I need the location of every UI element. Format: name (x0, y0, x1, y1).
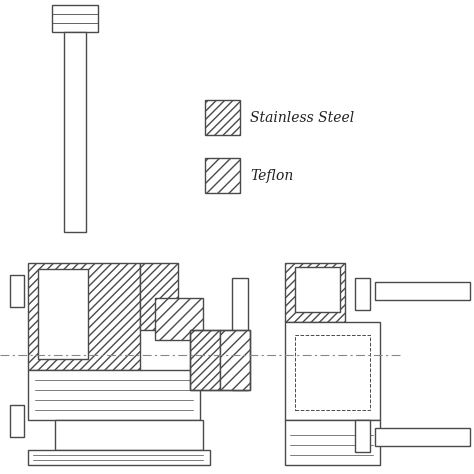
Bar (28, 263, 140, 370)
Bar (285, 263, 345, 322)
Bar (155, 298, 203, 340)
Bar (295, 267, 340, 312)
Bar (375, 428, 470, 446)
Bar (28, 450, 210, 465)
Text: Teflon: Teflon (250, 168, 293, 182)
Bar (355, 420, 370, 452)
Bar (52, 5, 98, 32)
Bar (232, 278, 248, 390)
Bar (295, 335, 370, 410)
Bar (10, 405, 24, 437)
Bar (38, 269, 88, 359)
Bar (220, 330, 250, 390)
Bar (28, 370, 200, 420)
Bar (190, 330, 220, 390)
Text: Stainless Steel: Stainless Steel (250, 110, 354, 125)
Bar (375, 282, 470, 300)
Bar (355, 278, 370, 310)
Bar (205, 100, 240, 135)
Bar (10, 275, 24, 307)
Bar (285, 420, 380, 465)
Bar (140, 263, 178, 330)
Bar (190, 330, 250, 390)
Bar (64, 32, 86, 232)
Bar (55, 420, 203, 450)
Bar (205, 158, 240, 193)
Bar (285, 322, 380, 420)
